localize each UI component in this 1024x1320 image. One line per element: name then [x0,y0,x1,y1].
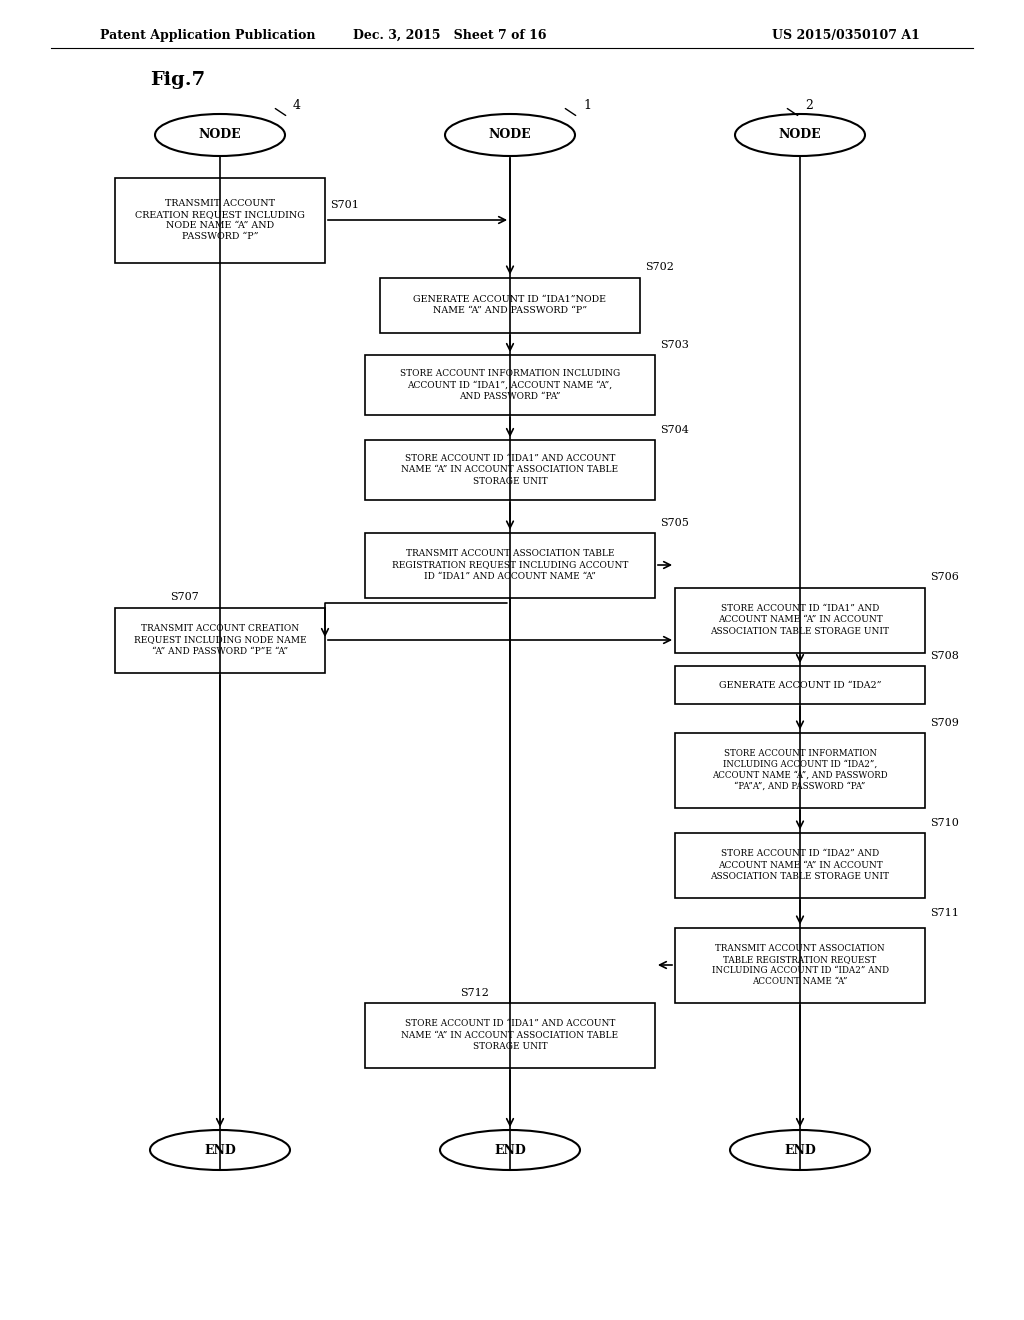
Text: TRANSMIT ACCOUNT CREATION
REQUEST INCLUDING NODE NAME
“A” AND PASSWORD “P”E “A”: TRANSMIT ACCOUNT CREATION REQUEST INCLUD… [134,624,306,656]
Text: 4: 4 [293,99,301,112]
Text: 2: 2 [805,99,813,112]
FancyBboxPatch shape [675,733,925,808]
Text: Dec. 3, 2015   Sheet 7 of 16: Dec. 3, 2015 Sheet 7 of 16 [353,29,547,41]
Text: 1: 1 [583,99,591,112]
Text: S711: S711 [930,908,958,917]
Text: S709: S709 [930,718,958,727]
FancyBboxPatch shape [380,277,640,333]
Text: NODE: NODE [199,128,242,141]
Text: END: END [784,1143,816,1156]
Text: NODE: NODE [488,128,531,141]
Text: GENERATE ACCOUNT ID “IDA1”NODE
NAME “A” AND PASSWORD “P”: GENERATE ACCOUNT ID “IDA1”NODE NAME “A” … [414,294,606,315]
FancyBboxPatch shape [675,928,925,1002]
Text: S706: S706 [930,573,958,582]
Text: S708: S708 [930,651,958,661]
Text: S712: S712 [460,987,488,998]
FancyBboxPatch shape [365,1002,655,1068]
Text: S703: S703 [660,341,689,350]
Text: STORE ACCOUNT ID “IDA1” AND ACCOUNT
NAME “A” IN ACCOUNT ASSOCIATION TABLE
STORAG: STORE ACCOUNT ID “IDA1” AND ACCOUNT NAME… [401,454,618,486]
Text: END: END [204,1143,236,1156]
Text: Fig.7: Fig.7 [150,71,205,88]
FancyBboxPatch shape [675,833,925,898]
Text: STORE ACCOUNT ID “IDA1” AND
ACCOUNT NAME “A” IN ACCOUNT
ASSOCIATION TABLE STORAG: STORE ACCOUNT ID “IDA1” AND ACCOUNT NAME… [711,605,890,636]
Text: STORE ACCOUNT INFORMATION
INCLUDING ACCOUNT ID “IDA2”,
ACCOUNT NAME “A”, AND PAS: STORE ACCOUNT INFORMATION INCLUDING ACCO… [712,748,888,791]
Text: TRANSMIT ACCOUNT
CREATION REQUEST INCLUDING
NODE NAME “A” AND
PASSWORD “P”: TRANSMIT ACCOUNT CREATION REQUEST INCLUD… [135,199,305,242]
FancyBboxPatch shape [365,532,655,598]
Text: STORE ACCOUNT ID “IDA1” AND ACCOUNT
NAME “A” IN ACCOUNT ASSOCIATION TABLE
STORAG: STORE ACCOUNT ID “IDA1” AND ACCOUNT NAME… [401,1019,618,1051]
Text: S702: S702 [645,263,674,272]
Text: S705: S705 [660,517,689,528]
FancyBboxPatch shape [115,607,325,672]
Text: S704: S704 [660,425,689,436]
Text: TRANSMIT ACCOUNT ASSOCIATION
TABLE REGISTRATION REQUEST
INCLUDING ACCOUNT ID “ID: TRANSMIT ACCOUNT ASSOCIATION TABLE REGIS… [712,944,889,986]
Text: Patent Application Publication: Patent Application Publication [100,29,315,41]
Text: STORE ACCOUNT ID “IDA2” AND
ACCOUNT NAME “A” IN ACCOUNT
ASSOCIATION TABLE STORAG: STORE ACCOUNT ID “IDA2” AND ACCOUNT NAME… [711,849,890,880]
FancyBboxPatch shape [675,587,925,652]
Text: NODE: NODE [778,128,821,141]
FancyBboxPatch shape [115,177,325,263]
Text: END: END [495,1143,526,1156]
Text: S701: S701 [330,201,358,210]
Text: US 2015/0350107 A1: US 2015/0350107 A1 [772,29,920,41]
FancyBboxPatch shape [675,667,925,704]
Text: GENERATE ACCOUNT ID “IDA2”: GENERATE ACCOUNT ID “IDA2” [719,681,882,689]
Text: TRANSMIT ACCOUNT ASSOCIATION TABLE
REGISTRATION REQUEST INCLUDING ACCOUNT
ID “ID: TRANSMIT ACCOUNT ASSOCIATION TABLE REGIS… [392,549,628,581]
Text: STORE ACCOUNT INFORMATION INCLUDING
ACCOUNT ID “IDA1”, ACCOUNT NAME “A”,
AND PAS: STORE ACCOUNT INFORMATION INCLUDING ACCO… [400,370,621,400]
Text: S710: S710 [930,817,958,828]
Text: S707: S707 [170,593,199,602]
FancyBboxPatch shape [365,355,655,414]
FancyBboxPatch shape [365,440,655,500]
